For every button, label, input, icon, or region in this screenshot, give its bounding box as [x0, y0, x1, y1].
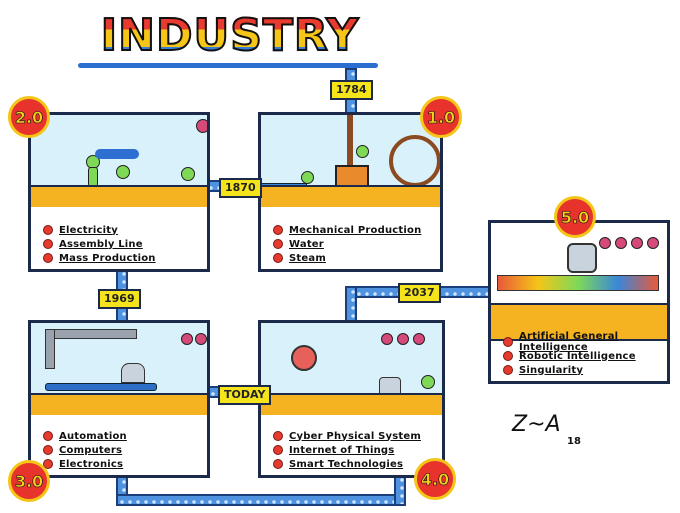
item-mechanical-production: Mechanical Production	[289, 224, 422, 236]
signature-mark: Z~A	[512, 412, 561, 437]
panel-industry-2: Electricity Assembly Line Mass Productio…	[28, 112, 210, 272]
item-water: Water	[289, 238, 324, 250]
item-robotic-intelligence: Robotic Intelligence	[519, 350, 636, 362]
year-label-today: Today	[218, 385, 272, 405]
panel-industry-1: Mechanical Production Water Steam	[258, 112, 443, 272]
scene-automation	[31, 323, 207, 415]
pipe-bottom	[116, 494, 406, 506]
item-artificial-general-intelligence: Artificial General Intelligence	[519, 331, 619, 353]
year-label-1969: 1969	[98, 289, 141, 309]
page-title: INDUSTRY	[95, 8, 365, 64]
title-underline	[78, 63, 378, 68]
item-computers: Computers	[59, 444, 123, 456]
item-electronics: Electronics	[59, 458, 124, 470]
signature-year: 18	[567, 436, 581, 447]
pipe-4-drop	[345, 286, 357, 330]
pipe-4-bottom	[394, 474, 406, 506]
panel-industry-4: Cyber Physical System Internet of Things…	[258, 320, 445, 478]
badge-3-0: 3.0	[8, 460, 50, 502]
panel-industry-3: Automation Computers Electronics	[28, 320, 210, 478]
item-assembly-line: Assembly Line	[59, 238, 143, 250]
item-singularity: Singularity	[519, 364, 584, 376]
item-automation: Automation	[59, 430, 127, 442]
scene-assembly-line	[31, 115, 207, 207]
badge-1-0: 1.0	[420, 96, 462, 138]
item-electricity: Electricity	[59, 224, 118, 236]
item-steam: Steam	[289, 252, 326, 264]
year-label-1870: 1870	[219, 178, 262, 198]
item-cyber-physical-system: Cyber Physical System	[289, 430, 421, 442]
item-smart-technologies: Smart Technologies	[289, 458, 404, 470]
badge-5-0: 5.0	[554, 196, 596, 238]
year-label-1784: 1784	[330, 80, 373, 100]
badge-2-0: 2.0	[8, 96, 50, 138]
panel-industry-5: Artificial General Intelligence Robotic …	[488, 220, 670, 384]
year-label-2037: 2037	[398, 283, 441, 303]
badge-4-0: 4.0	[414, 458, 456, 500]
scene-steam-engine	[261, 115, 440, 207]
scene-smart-factory	[261, 323, 442, 415]
item-internet-of-things: Internet of Things	[289, 444, 395, 456]
item-mass-production: Mass Production	[59, 252, 156, 264]
